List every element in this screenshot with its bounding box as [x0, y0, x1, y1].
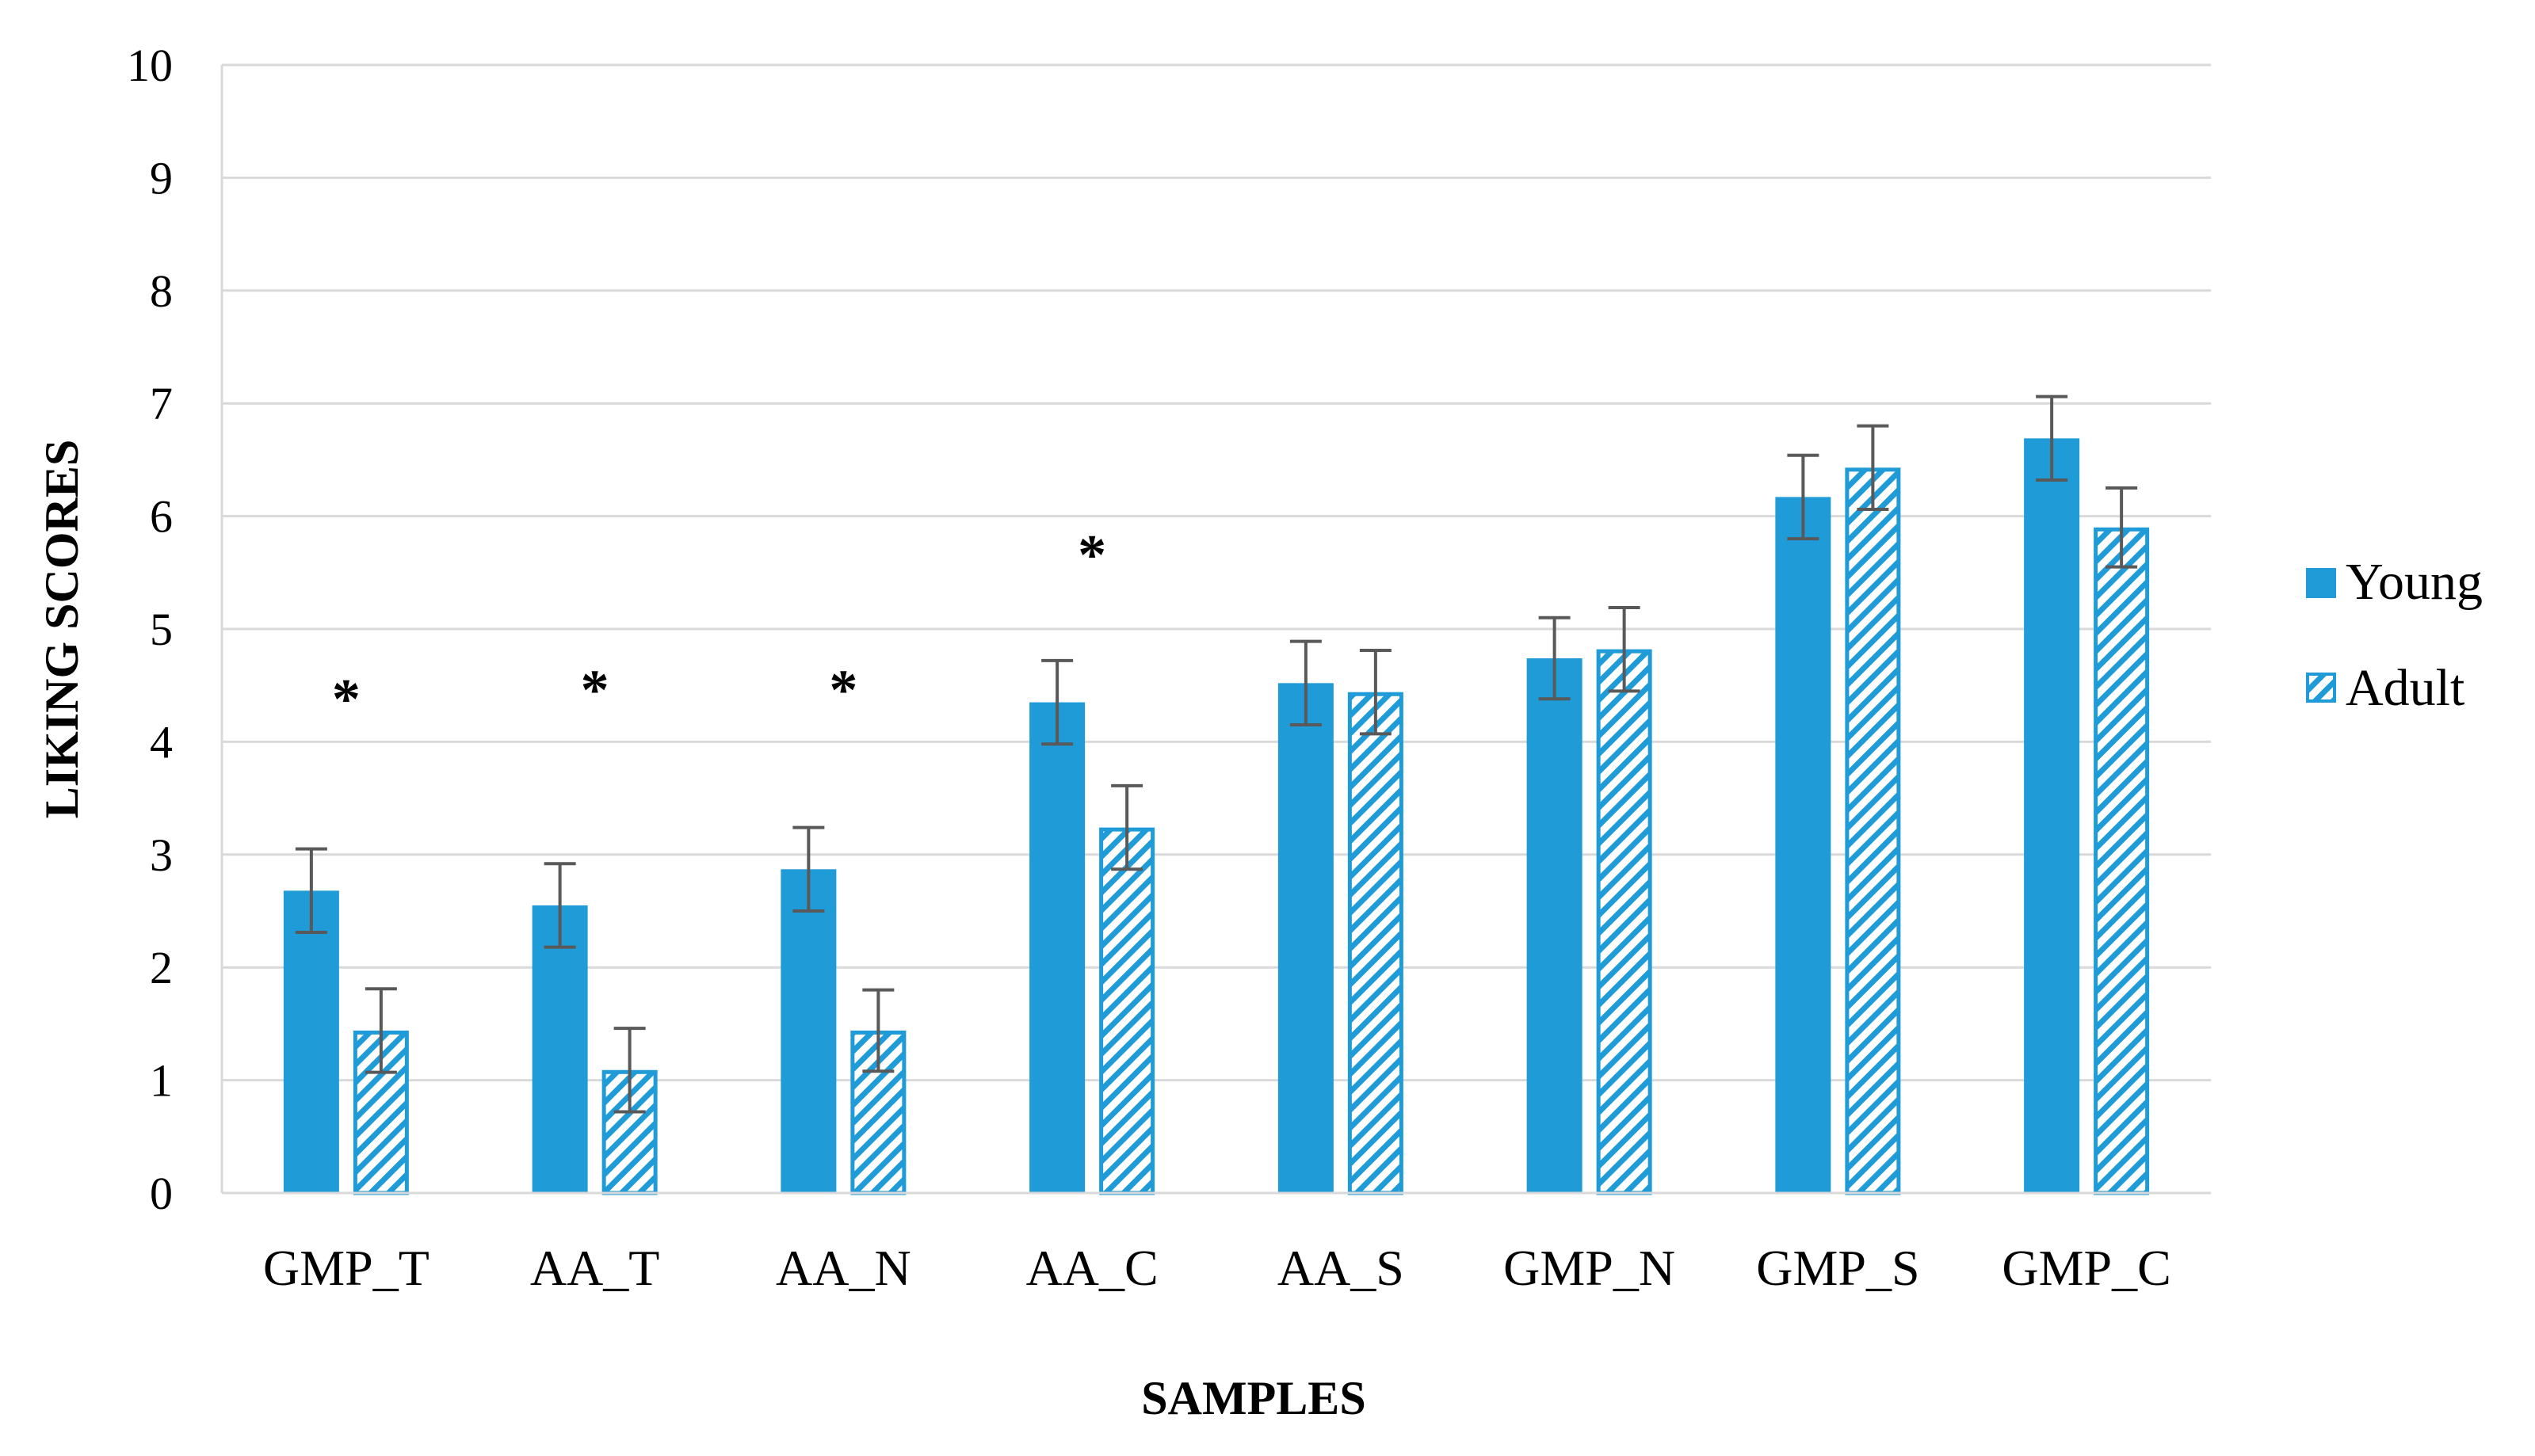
error-bar-young: [544, 862, 576, 949]
bar-young: [1775, 497, 1831, 1193]
y-tick-label: 8: [150, 265, 173, 317]
error-bar-adult: [862, 988, 895, 1073]
y-tick-label: 0: [150, 1168, 173, 1219]
y-tick-label: 1: [150, 1055, 173, 1107]
error-bar-adult: [1857, 424, 1889, 512]
x-tick-label: GMP_T: [263, 1240, 429, 1296]
error-bar-young: [295, 847, 327, 935]
x-tick-label: GMP_N: [1503, 1240, 1675, 1296]
error-bar-adult: [1359, 649, 1392, 736]
x-tick-label: AA_C: [1026, 1240, 1159, 1296]
bar-young: [532, 905, 588, 1193]
legend: Young Adult: [2306, 553, 2483, 717]
error-bar-young: [1787, 453, 1819, 541]
y-tick-label: 9: [150, 152, 173, 204]
error-bar-young: [1289, 639, 1322, 727]
bar-adult: [1099, 827, 1155, 1195]
x-tick-label: GMP_S: [1756, 1240, 1919, 1296]
error-bar-young: [1041, 658, 1074, 746]
y-tick-label: 10: [127, 40, 173, 91]
error-bar-adult: [365, 987, 397, 1074]
significance-marker: *: [1078, 523, 1106, 586]
x-tick-label: AA_N: [776, 1240, 911, 1296]
bar-young: [1526, 658, 1582, 1193]
legend-swatch-adult: [2306, 673, 2336, 703]
significance-marker: *: [829, 658, 857, 722]
error-bar-adult: [2106, 486, 2138, 569]
x-tick-label: AA_T: [530, 1240, 660, 1296]
bar-young: [1277, 683, 1334, 1193]
legend-item-adult: Adult: [2306, 659, 2464, 717]
bar-adult: [1596, 649, 1652, 1195]
bar-adult: [1845, 467, 1901, 1195]
legend-label-young: Young: [2346, 553, 2483, 611]
y-tick-label: 5: [150, 604, 173, 655]
bars: [283, 438, 2150, 1195]
y-axis-title: LIKING SCORES: [36, 440, 88, 818]
error-bar-young: [792, 825, 825, 913]
y-tick-label: 2: [150, 942, 173, 993]
x-axis-title: SAMPLES: [1141, 1372, 1365, 1424]
error-bar-adult: [1608, 605, 1640, 693]
bar-young: [781, 869, 837, 1193]
bar-young: [2024, 438, 2080, 1193]
y-axis-ticks: 0 1 2 3 4 5 6 7 8 9 10: [127, 40, 173, 1219]
y-tick-label: 7: [150, 378, 173, 429]
error-bar-adult: [1111, 783, 1143, 871]
legend-swatch-young: [2306, 568, 2336, 598]
bar-young: [283, 890, 339, 1193]
legend-label-adult: Adult: [2346, 659, 2464, 717]
bar-adult: [2094, 527, 2150, 1195]
error-bars: [295, 394, 2138, 1114]
significance-marker: *: [332, 668, 361, 731]
x-tick-label: GMP_C: [2002, 1240, 2170, 1296]
significance-marker: *: [581, 658, 609, 722]
bar-adult: [1347, 692, 1403, 1195]
y-tick-label: 4: [150, 716, 173, 768]
error-bar-young: [2036, 394, 2068, 482]
significance-markers: * * * *: [332, 523, 1106, 730]
x-tick-label: AA_S: [1277, 1240, 1404, 1296]
error-bar-young: [1538, 616, 1571, 701]
x-axis-ticks: GMP_T AA_T AA_N AA_C AA_S GMP_N GMP_S GMP_C: [263, 1240, 2171, 1296]
y-tick-label: 3: [150, 829, 173, 881]
bar-adult: [353, 1030, 409, 1195]
gridlines: [222, 63, 2211, 1082]
bar-young: [1029, 702, 1086, 1193]
legend-item-young: Young: [2306, 553, 2483, 611]
error-bar-adult: [613, 1027, 646, 1114]
y-tick-label: 6: [150, 491, 173, 543]
